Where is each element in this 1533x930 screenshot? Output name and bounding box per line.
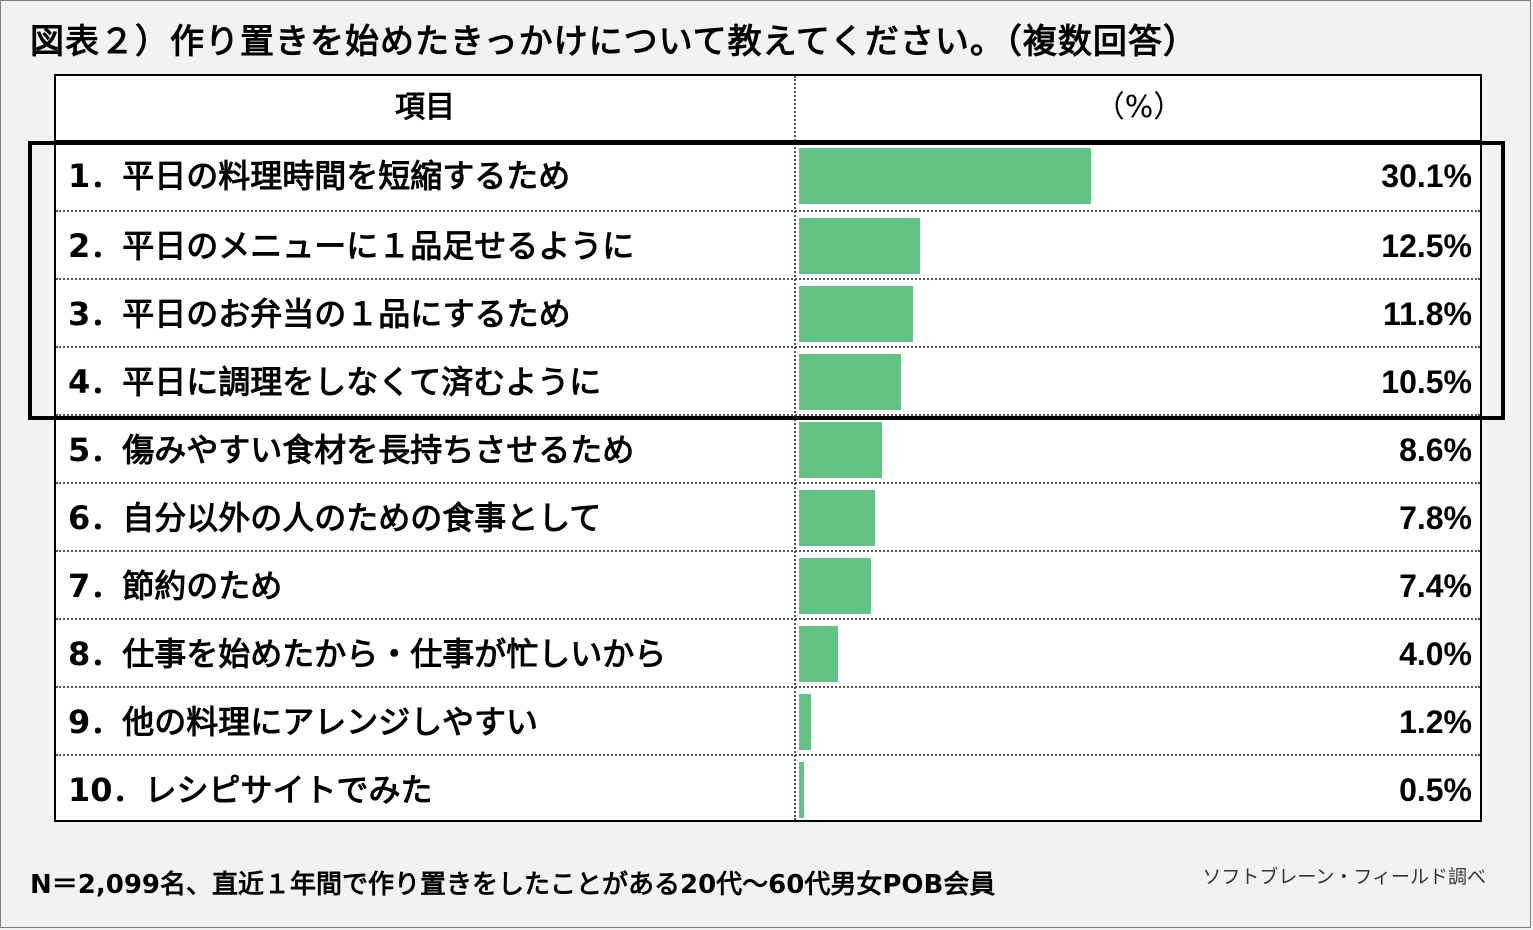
table-row: 3．平日のお弁当の１品にするため 11.8% — [56, 278, 1480, 346]
data-bar — [799, 148, 1091, 204]
data-bar — [799, 354, 901, 410]
value-label: 0.5% — [1399, 772, 1472, 808]
category-label: 6．自分以外の人のための食事として — [68, 499, 602, 537]
table-row: 4．平日に調理をしなくて済むように 10.5% — [56, 346, 1480, 414]
category-label: 8．仕事を始めたから・仕事が忙しいから — [68, 635, 667, 673]
category-label: 10．レシピサイトでみた — [68, 771, 433, 809]
category-label: 1．平日の料理時間を短縮するため — [68, 157, 571, 195]
table-row: 5．傷みやすい食材を長持ちさせるため 8.6% — [56, 414, 1480, 482]
category-label: 5．傷みやすい食材を長持ちさせるため — [68, 431, 635, 469]
sample-footnote: N＝2,099名、直近１年間で作り置きをしたことがある20代～60代男女POB会… — [30, 870, 996, 900]
data-bar — [799, 762, 804, 818]
category-label: 9．他の料理にアレンジしやすい — [68, 703, 538, 741]
category-label: 2．平日のメニューに１品足せるように — [68, 227, 635, 265]
chart-title: 図表２）作り置きを始めたきっかけについて教えてください。（複数回答） — [30, 22, 1198, 62]
column-divider — [794, 76, 796, 820]
category-label: 4．平日に調理をしなくて済むように — [68, 363, 602, 401]
value-label: 10.5% — [1381, 364, 1472, 400]
value-label: 4.0% — [1399, 636, 1472, 672]
data-bar — [799, 558, 871, 614]
table-row: 1．平日の料理時間を短縮するため 30.1% — [56, 142, 1480, 210]
value-label: 1.2% — [1399, 704, 1472, 740]
data-bar — [799, 490, 875, 546]
value-label: 11.8% — [1383, 296, 1472, 332]
source-credit: ソフトブレーン・フィールド調べ — [1202, 866, 1486, 888]
highlight-box — [28, 141, 1505, 420]
table-row: 10．レシピサイトでみた 0.5% — [56, 754, 1480, 822]
category-label: 3．平日のお弁当の１品にするため — [68, 295, 571, 333]
header-item-label: 項目 — [395, 90, 455, 125]
table-row: 6．自分以外の人のための食事として 7.8% — [56, 482, 1480, 550]
data-bar — [799, 626, 838, 682]
table-row: 9．他の料理にアレンジしやすい 1.2% — [56, 686, 1480, 754]
data-bar — [799, 286, 914, 342]
table-row: 2．平日のメニューに１品足せるように 12.5% — [56, 210, 1480, 278]
value-label: 12.5% — [1381, 228, 1472, 264]
category-label: 7．節約のため — [68, 567, 283, 605]
value-label: 30.1% — [1381, 158, 1472, 194]
table-header: 項目 （%） — [56, 76, 1480, 142]
header-percent-label: （%） — [1094, 90, 1184, 125]
data-bar — [799, 694, 811, 750]
results-table: 項目 （%） 1．平日の料理時間を短縮するため 30.1% 2．平日のメニューに１品… — [54, 74, 1482, 822]
value-label: 7.4% — [1399, 568, 1472, 604]
table-row: 8．仕事を始めたから・仕事が忙しいから 4.0% — [56, 618, 1480, 686]
table-row: 7．節約のため 7.4% — [56, 550, 1480, 618]
value-label: 7.8% — [1399, 500, 1472, 536]
value-label: 8.6% — [1399, 432, 1472, 468]
data-bar — [799, 218, 921, 274]
data-bar — [799, 422, 883, 478]
